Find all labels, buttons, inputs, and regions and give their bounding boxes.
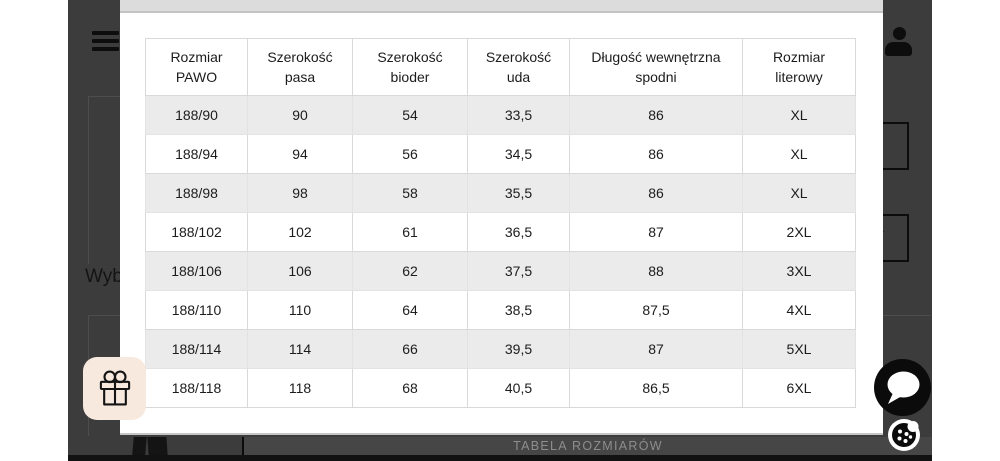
divider <box>242 437 244 455</box>
table-cell: 64 <box>352 290 468 330</box>
table-cell: 4XL <box>742 290 856 330</box>
table-row: 188/114 114 66 39,5 87 5XL <box>145 329 856 369</box>
table-row: 188/90 90 54 33,5 86 XL <box>145 95 856 135</box>
table-row: 188/110 110 64 38,5 87,5 4XL <box>145 290 856 330</box>
table-cell: 118 <box>247 368 353 408</box>
menu-bar <box>92 39 119 43</box>
table-cell: 188/106 <box>145 251 248 291</box>
chat-bubble-icon <box>887 371 920 404</box>
table-cell: 86 <box>569 95 743 135</box>
product-image-pants <box>132 437 147 455</box>
size-table-head: Rozmiar PAWO Szerokość pasa Szerokość biod… <box>145 38 856 96</box>
table-cell: 87 <box>569 329 743 369</box>
table-cell: 58 <box>352 173 468 213</box>
table-cell: 56 <box>352 134 468 174</box>
table-cell: 102 <box>247 212 353 252</box>
table-row: 188/118 118 68 40,5 86,5 6XL <box>145 368 856 408</box>
table-cell: 35,5 <box>467 173 570 213</box>
table-cell: 34,5 <box>467 134 570 174</box>
person-head <box>892 27 906 40</box>
size-table-button[interactable]: TABELA ROZMIARÓW <box>244 437 932 455</box>
table-cell: 188/94 <box>145 134 248 174</box>
table-cell: 86 <box>569 173 743 213</box>
table-cell: 54 <box>352 95 468 135</box>
page-content-edge <box>88 96 122 97</box>
table-cell: 66 <box>352 329 468 369</box>
table-cell: 98 <box>247 173 353 213</box>
table-row: 188/94 94 56 34,5 86 XL <box>145 134 856 174</box>
table-cell: 188/118 <box>145 368 248 408</box>
table-cell: 62 <box>352 251 468 291</box>
table-cell: 61 <box>352 212 468 252</box>
partial-heading-text: Wyb <box>85 266 123 287</box>
table-cell: 38,5 <box>467 290 570 330</box>
table-cell: 87 <box>569 212 743 252</box>
table-cell: 188/90 <box>145 95 248 135</box>
column-header: Szerokość bioder <box>352 38 468 96</box>
page-content-edge <box>88 96 89 264</box>
table-cell: 188/102 <box>145 212 248 252</box>
table-cell: 2XL <box>742 212 856 252</box>
size-table: Rozmiar PAWO Szerokość pasa Szerokość biod… <box>145 38 856 408</box>
table-cell: 188/98 <box>145 173 248 213</box>
table-cell: 68 <box>352 368 468 408</box>
chat-button[interactable] <box>874 359 931 416</box>
page-content-edge <box>88 315 122 316</box>
table-cell: 36,5 <box>467 212 570 252</box>
table-cell: XL <box>742 134 856 174</box>
table-cell: 86,5 <box>569 368 743 408</box>
table-cell: 3XL <box>742 251 856 291</box>
bottom-bar: TABELA ROZMIARÓW <box>68 437 932 455</box>
column-header: Rozmiar literowy <box>742 38 856 96</box>
header-row: Rozmiar PAWO Szerokość pasa Szerokość biod… <box>145 38 856 96</box>
table-cell: 110 <box>247 290 353 330</box>
person-body <box>885 42 912 56</box>
table-cell: 188/114 <box>145 329 248 369</box>
table-cell: 188/110 <box>145 290 248 330</box>
page-content-edge <box>883 315 930 316</box>
column-header: Rozmiar PAWO <box>145 38 248 96</box>
table-cell: 86 <box>569 134 743 174</box>
column-header: Długość wewnętrzna spodni <box>569 38 743 96</box>
gift-button[interactable] <box>83 357 146 420</box>
table-cell: 39,5 <box>467 329 570 369</box>
column-header: Szerokość pasa <box>247 38 353 96</box>
table-cell: XL <box>742 95 856 135</box>
table-cell: 5XL <box>742 329 856 369</box>
table-cell: 114 <box>247 329 353 369</box>
table-cell: 90 <box>247 95 353 135</box>
cookie-icon <box>892 421 919 447</box>
column-header: Szerokość uda <box>467 38 570 96</box>
table-row: 188/106 106 62 37,5 88 3XL <box>145 251 856 291</box>
table-cell: 88 <box>569 251 743 291</box>
size-table-modal: Rozmiar PAWO Szerokość pasa Szerokość biod… <box>120 0 883 435</box>
modal-top-band <box>120 0 883 13</box>
menu-bar <box>92 31 119 35</box>
table-cell: 33,5 <box>467 95 570 135</box>
table-cell: 40,5 <box>467 368 570 408</box>
table-row: 188/98 98 58 35,5 86 XL <box>145 173 856 213</box>
cookie-button[interactable] <box>888 419 920 451</box>
table-cell: 6XL <box>742 368 856 408</box>
table-cell: 94 <box>247 134 353 174</box>
account-icon[interactable] <box>885 27 913 57</box>
page-footer-strip <box>68 455 932 461</box>
table-row: 188/102 102 61 36,5 87 2XL <box>145 212 856 252</box>
table-cell: XL <box>742 173 856 213</box>
table-cell: 87,5 <box>569 290 743 330</box>
gift-icon <box>99 370 130 405</box>
menu-bar <box>92 47 119 51</box>
size-table-body: 188/90 90 54 33,5 86 XL 188/94 94 56 34,5 86 XL 188/… <box>145 95 856 408</box>
table-cell: 37,5 <box>467 251 570 291</box>
product-image-pants <box>147 437 168 455</box>
menu-icon[interactable] <box>92 31 120 53</box>
table-cell: 106 <box>247 251 353 291</box>
